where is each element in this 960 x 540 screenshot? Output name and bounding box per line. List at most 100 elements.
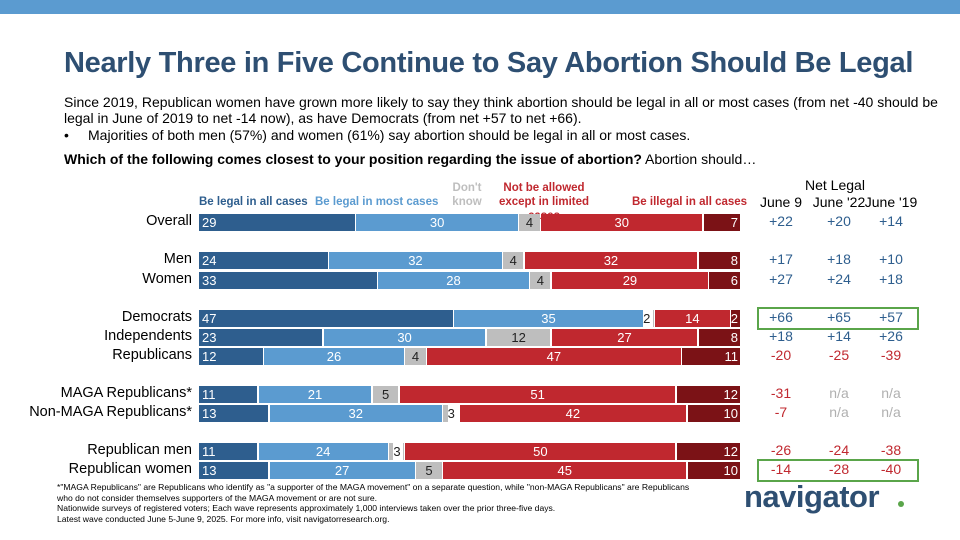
bar-value-label: 5 (381, 387, 390, 402)
net-value: n/a (881, 404, 901, 420)
bar-value-label: 51 (530, 387, 545, 402)
bar-segment-don-t-know (405, 348, 426, 365)
bar-value-label: 33 (202, 273, 217, 288)
bar-segment-be-illegal-in-all-cases (676, 386, 741, 403)
bar-segment-be-legal-in-all-cases (199, 214, 355, 231)
question-bold: Which of the following comes closest to … (64, 151, 642, 167)
bar-segment-be-illegal-in-all-cases (687, 405, 741, 422)
footnote-line-2: Nationwide surveys of registered voters;… (57, 503, 556, 513)
bar-value-label: 29 (622, 273, 638, 288)
net-value: -40 (880, 461, 902, 477)
bar-value-label: 11 (724, 349, 739, 364)
legend-don-t-know: Don't know (452, 182, 482, 208)
bar-value-label: 12 (723, 444, 738, 459)
net-value: +14 (879, 213, 903, 229)
row-label-men: Men (163, 251, 192, 267)
bar-value-label: 4 (525, 215, 534, 230)
net-value: +18 (769, 328, 793, 344)
bar-value-label: 30 (397, 330, 412, 345)
bar-segment-be-legal-in-all-cases (199, 310, 453, 327)
net-value: +26 (879, 328, 903, 344)
bar-value-label: 24 (202, 253, 217, 268)
row-label-republicans: Republicans (112, 347, 192, 363)
top-accent-bar (0, 0, 960, 14)
navigator-logo: navigator (744, 479, 880, 514)
bar-value-label: 6 (730, 273, 738, 288)
bar-value-label: 4 (411, 349, 420, 364)
net-column-header-3: June '19 (864, 194, 918, 210)
bar-segment-be-illegal-in-all-cases (687, 462, 741, 479)
bar-value-label: 12 (723, 387, 738, 402)
bar-segment-don-t-know (503, 252, 524, 269)
bar-value-label: 32 (348, 406, 363, 421)
intro-text: Since 2019, Republican women have grown … (64, 94, 938, 126)
net-value: -14 (770, 461, 792, 477)
bar-value-label: 11 (202, 387, 216, 402)
bar-value-label: 50 (533, 444, 548, 459)
net-value: n/a (829, 385, 849, 401)
bullet-marker: • (64, 127, 69, 143)
bar-segment-be-legal-in-all-cases (199, 443, 258, 460)
bar-value-label: 3 (447, 405, 458, 422)
bar-segment-be-illegal-in-all-cases (709, 272, 741, 289)
net-value: -28 (828, 461, 850, 477)
bar-segment-be-illegal-in-all-cases (731, 310, 741, 327)
net-value: +24 (827, 271, 851, 287)
footnote: *"MAGA Republicans" are Republicans who … (57, 482, 697, 524)
net-value: -31 (770, 385, 792, 401)
footnote-line-1: *"MAGA Republicans" are Republicans who … (57, 482, 690, 503)
bar-value-label: 4 (509, 253, 517, 268)
row-label-non-maga-republicans: Non-MAGA Republicans* (29, 404, 192, 420)
bar-value-label: 8 (730, 253, 738, 268)
bar-segment-be-legal-in-most-cases (454, 310, 643, 327)
bar-value-label: 28 (446, 273, 461, 288)
bar-segment-not-be-allowed-except-in-limited-cases (551, 272, 708, 289)
bar-segment-be-legal-in-all-cases (199, 252, 328, 269)
net-legal-header: Net Legal (805, 177, 865, 193)
bar-value-label: 30 (429, 215, 445, 230)
net-value: -20 (770, 347, 792, 363)
net-value: -26 (770, 442, 792, 458)
bar-segment-not-be-allowed-except-in-limited-cases (427, 348, 681, 365)
net-column-header-2: June '22 (812, 194, 866, 210)
bar-segment-don-t-know (486, 329, 551, 346)
bullet-item: • Majorities of both men (57%) and women … (64, 127, 690, 143)
bar-value-label: 29 (202, 215, 217, 230)
bar-segment-be-legal-in-most-cases (269, 405, 442, 422)
legend-be-illegal-in-all-cases: Be illegal in all cases (632, 196, 748, 208)
bar-segment-not-be-allowed-except-in-limited-cases (524, 252, 698, 269)
net-value: +20 (827, 213, 851, 229)
bar-segment-be-legal-in-all-cases (199, 462, 269, 479)
net-value: -39 (880, 347, 902, 363)
bar-segment-not-be-allowed-except-in-limited-cases (459, 405, 687, 422)
bar-segment-be-legal-in-all-cases (199, 348, 263, 365)
net-value: +27 (769, 271, 793, 287)
bar-value-label: 24 (315, 444, 331, 459)
bar-segment-not-be-allowed-except-in-limited-cases (655, 310, 730, 327)
bar-segment-not-be-allowed-except-in-limited-cases (443, 462, 687, 479)
net-value: -25 (828, 347, 850, 363)
bar-value-label: 27 (334, 463, 350, 478)
net-value: +57 (879, 309, 903, 325)
bar-segment-don-t-know (372, 386, 399, 403)
bar-segment-be-legal-in-most-cases (269, 462, 415, 479)
net-value: +17 (769, 251, 793, 267)
bar-segment-be-legal-in-most-cases (264, 348, 404, 365)
bar-segment-be-legal-in-all-cases (199, 405, 269, 422)
row-label-independents: Independents (104, 328, 192, 344)
bar-segment-not-be-allowed-except-in-limited-cases (405, 443, 676, 460)
bar-segment-be-illegal-in-all-cases (698, 329, 741, 346)
bar-segment-not-be-allowed-except-in-limited-cases (399, 386, 676, 403)
bullet-text: Majorities of both men (57%) and women (… (88, 127, 691, 143)
bar-segment-be-legal-in-all-cases (199, 386, 258, 403)
bar-segment-be-legal-in-most-cases (323, 329, 486, 346)
net-value: -24 (828, 442, 850, 458)
bar-value-label: 47 (546, 349, 562, 364)
net-value: +66 (769, 309, 793, 325)
bar-value-label: 10 (723, 406, 738, 421)
net-value: +18 (879, 271, 903, 287)
bar-segment-not-be-allowed-except-in-limited-cases (541, 214, 703, 231)
bar-value-label: 27 (617, 330, 632, 345)
bar-segment-don-t-know (519, 214, 540, 231)
question-rest: Abortion should… (641, 151, 757, 167)
